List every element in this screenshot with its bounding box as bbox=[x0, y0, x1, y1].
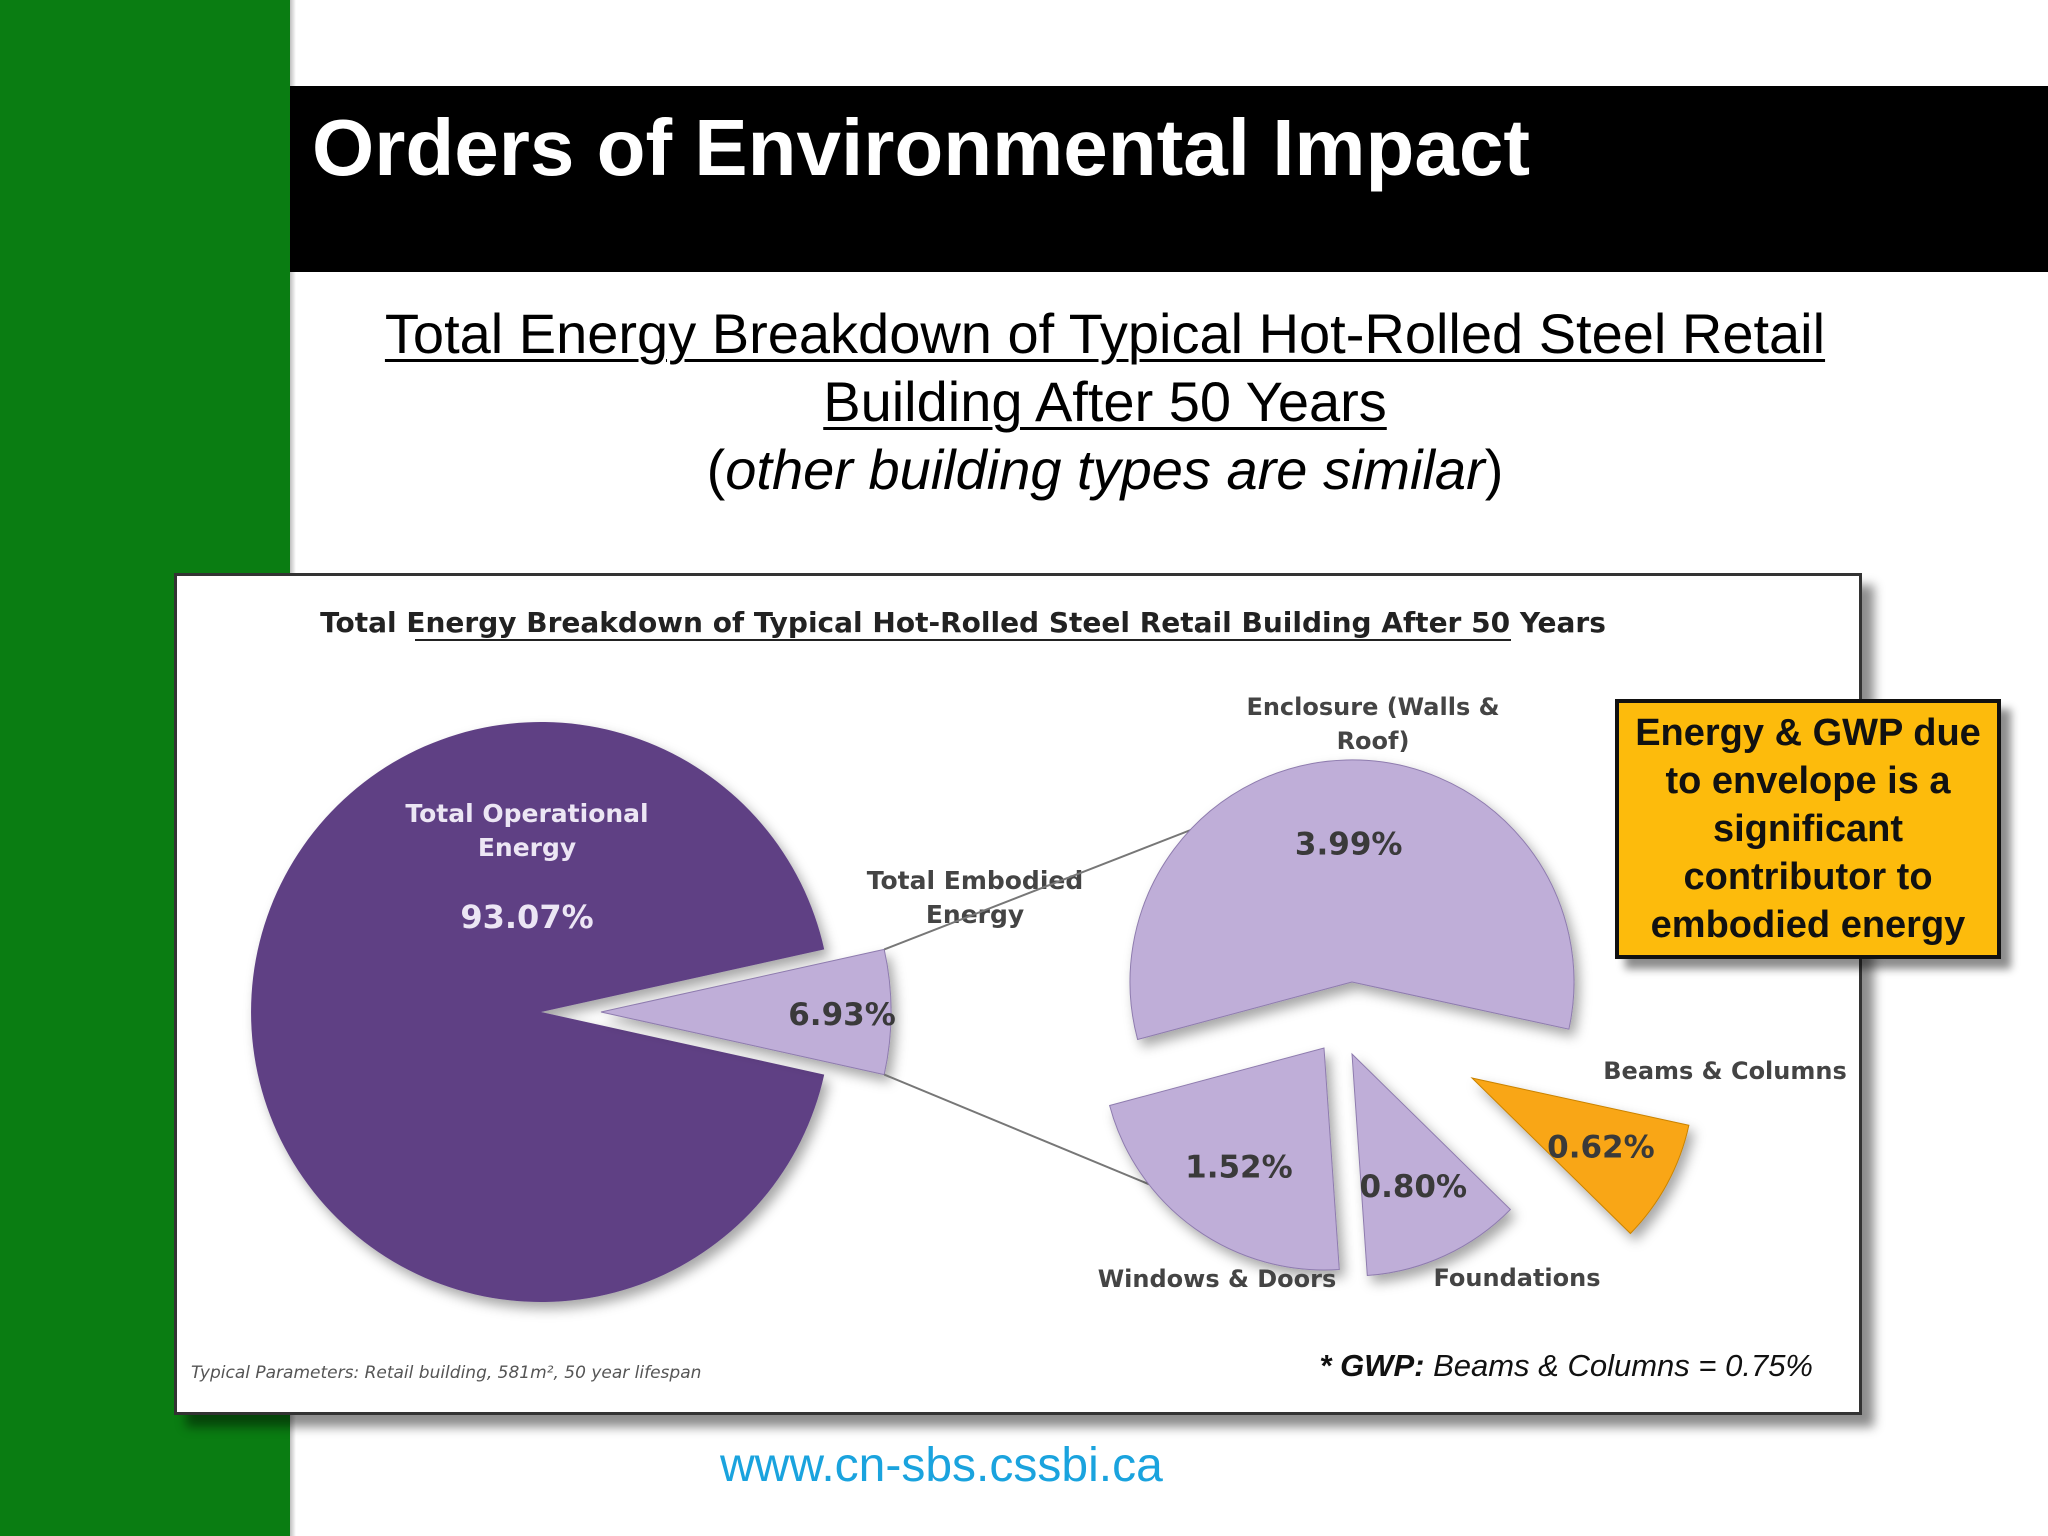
chart-title: Total Energy Breakdown of Typical Hot-Ro… bbox=[320, 606, 1606, 639]
label-operational-line1: Total Operational bbox=[405, 799, 648, 828]
label-foundations: Foundations bbox=[1433, 1264, 1600, 1292]
subtitle-line-2: Building After 50 Years bbox=[823, 370, 1387, 433]
callout-text: Energy & GWP due to envelope is a signif… bbox=[1635, 712, 1981, 946]
label-embodied-line1: Total Embodied bbox=[867, 866, 1084, 895]
value-foundations: 0.80% bbox=[1360, 1169, 1468, 1205]
connector-top bbox=[883, 811, 1238, 951]
pie-slice-operational bbox=[251, 722, 825, 1302]
pie-slice-enclosure bbox=[1129, 759, 1575, 1041]
value-windows: 1.52% bbox=[1185, 1149, 1293, 1185]
subtitle-note-text: other building types are similar bbox=[725, 438, 1485, 501]
value-embodied: 6.93% bbox=[788, 997, 896, 1033]
label-windows-doors: Windows & Doors bbox=[1098, 1265, 1337, 1293]
label-beams-columns: Beams & Columns bbox=[1603, 1057, 1847, 1085]
value-operational: 93.07% bbox=[460, 898, 593, 936]
footnote-parameters: Typical Parameters: Retail building, 581… bbox=[191, 1363, 701, 1383]
callout-box: Energy & GWP due to envelope is a signif… bbox=[1615, 699, 2001, 959]
pie-slice-embodied bbox=[600, 948, 892, 1076]
footer-link[interactable]: www.cn-sbs.cssbi.ca bbox=[720, 1439, 1163, 1492]
label-enclosure-line2: Roof) bbox=[1337, 727, 1410, 755]
pie-slice-windows bbox=[1108, 1047, 1340, 1271]
label-operational-line2: Energy bbox=[478, 833, 576, 862]
gwp-note-value: Beams & Columns = 0.75% bbox=[1433, 1348, 1813, 1383]
slide-title: Orders of Environmental Impact bbox=[312, 103, 1531, 192]
chart-panel: Total Energy Breakdown of Typical Hot-Ro… bbox=[174, 573, 1862, 1415]
value-enclosure: 3.99% bbox=[1295, 826, 1403, 862]
pie-chart: Total Energy Breakdown of Typical Hot-Ro… bbox=[191, 606, 1847, 1383]
pie-slice-foundations bbox=[1351, 1052, 1512, 1277]
gwp-note: * GWP: Beams & Columns = 0.75% bbox=[1319, 1348, 1813, 1383]
label-enclosure-line1: Enclosure (Walls & bbox=[1246, 693, 1499, 721]
gwp-note-key: * GWP: bbox=[1319, 1348, 1433, 1383]
subtitle-note: (other building types are similar) bbox=[706, 438, 1504, 501]
value-beams: 0.62% bbox=[1547, 1130, 1655, 1166]
pie-slice-beams bbox=[1470, 1077, 1690, 1235]
slide-subtitle: Total Energy Breakdown of Typical Hot-Ro… bbox=[300, 300, 1910, 504]
subtitle-line-1: Total Energy Breakdown of Typical Hot-Ro… bbox=[384, 302, 1826, 365]
title-bar: Orders of Environmental Impact bbox=[290, 86, 2048, 272]
